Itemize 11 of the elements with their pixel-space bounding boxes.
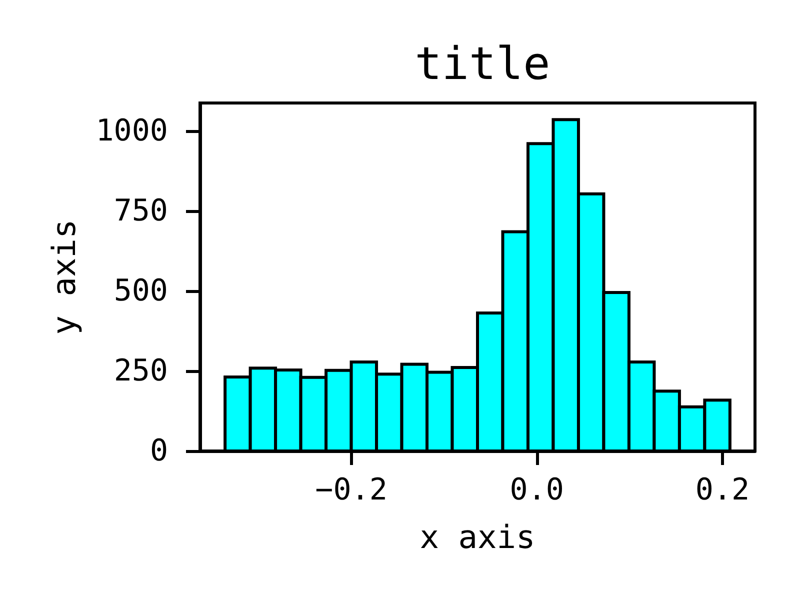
x-tick-label: 0.2 xyxy=(695,472,750,508)
x-tick-label: −0.2 xyxy=(315,472,388,508)
y-tick-label: 750 xyxy=(114,193,168,228)
x-tick-label: 0.0 xyxy=(510,472,564,508)
y-tick-label: 0 xyxy=(150,434,168,468)
y-tick-label: 500 xyxy=(114,273,168,308)
chart-title: title xyxy=(414,37,550,90)
y-axis-title: y axis xyxy=(45,219,83,335)
y-tick-label: 1000 xyxy=(96,113,168,148)
x-axis-title: x axis xyxy=(420,518,536,556)
y-tick-label: 250 xyxy=(114,353,168,388)
